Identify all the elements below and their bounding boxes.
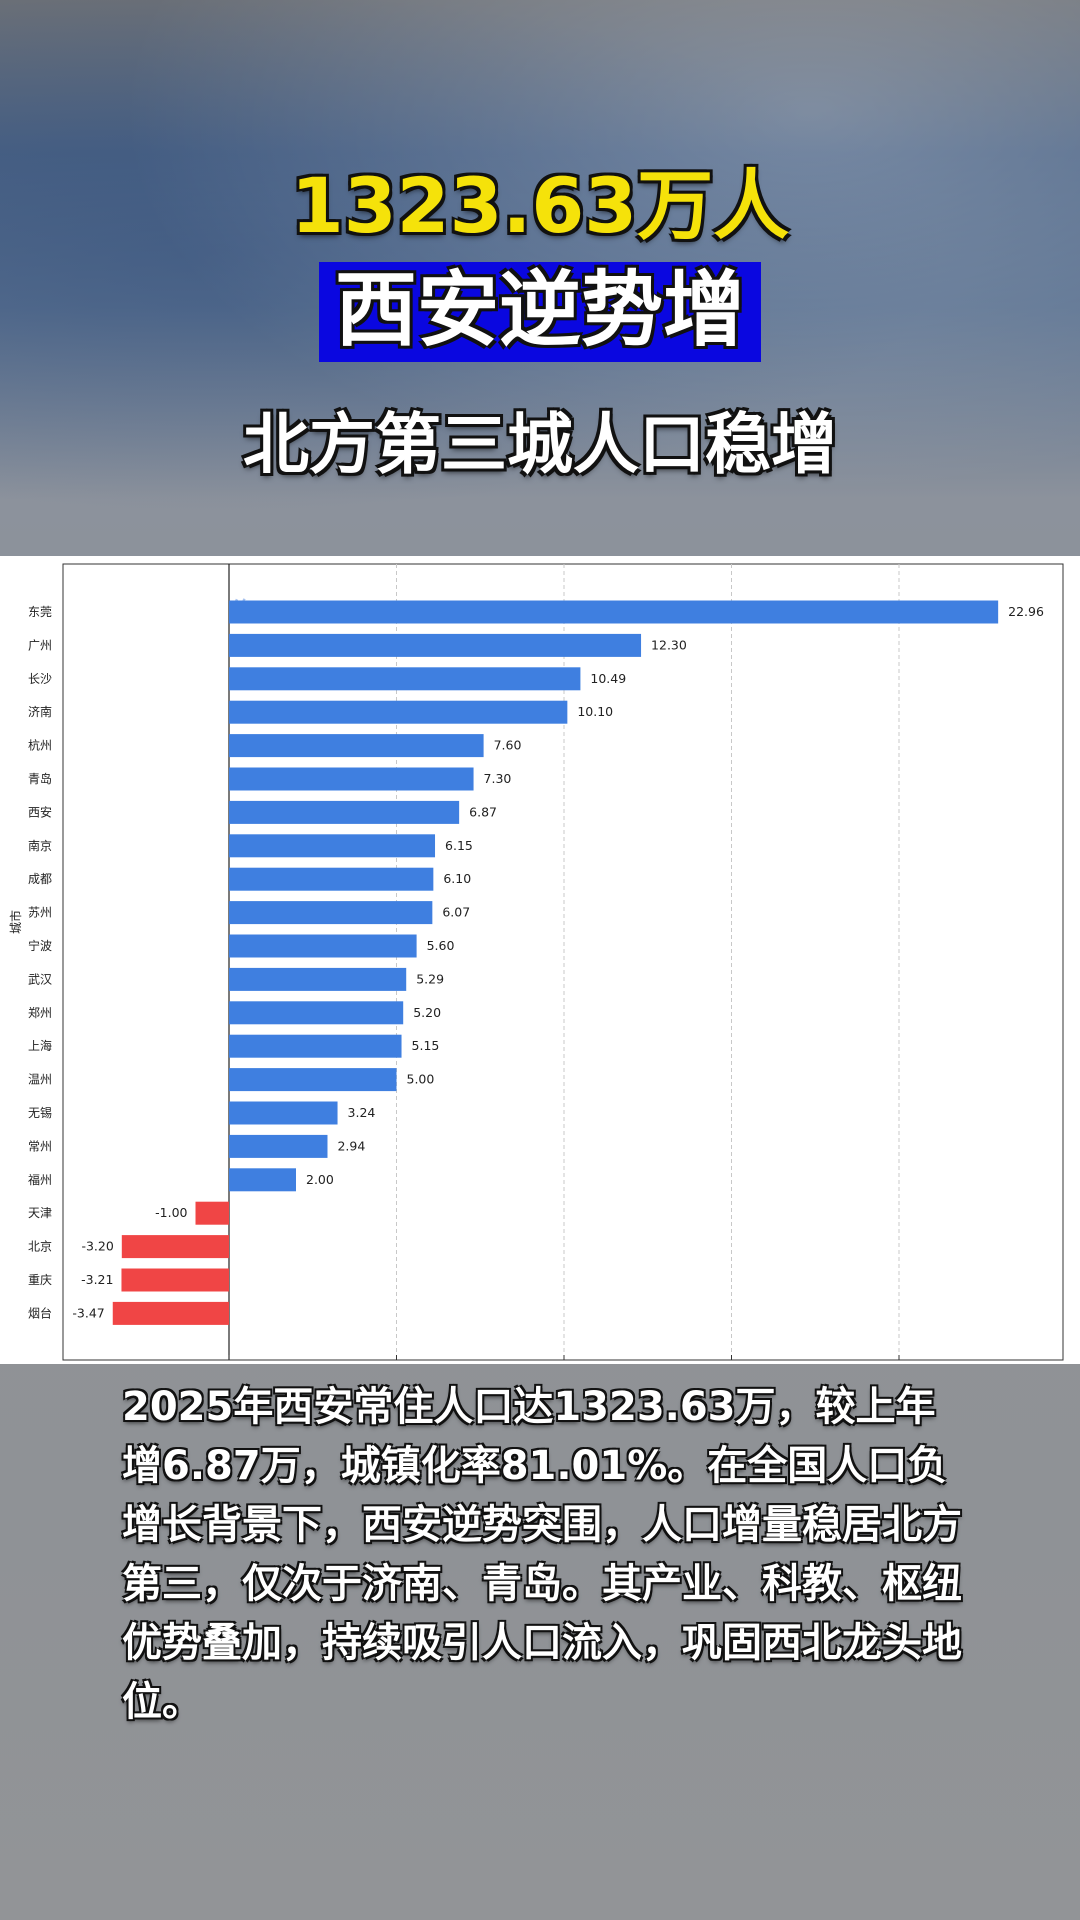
value-label: 7.60 (494, 738, 522, 753)
value-label: 10.10 (577, 704, 613, 719)
value-label: 22.96 (1008, 604, 1044, 619)
category-label: 南京 (28, 838, 52, 853)
bar-9 (229, 867, 434, 891)
category-label: 北京 (28, 1240, 52, 1254)
headline-banner-wrap: 西安逆势增 (0, 262, 1080, 362)
value-label: 5.15 (412, 1038, 440, 1053)
bar-17 (229, 1134, 328, 1158)
bar-22 (112, 1301, 229, 1325)
category-label: 常州 (28, 1139, 52, 1153)
category-label: 长沙 (28, 672, 52, 686)
category-label: 东莞 (28, 605, 52, 619)
bar-6 (229, 767, 474, 791)
category-label: 苏州 (28, 906, 52, 920)
value-label: -3.47 (72, 1305, 104, 1320)
bar-13 (229, 1001, 404, 1025)
bar-2 (229, 633, 642, 657)
bar-3 (229, 667, 581, 691)
category-label: 成都 (28, 872, 52, 886)
bar-18 (229, 1168, 296, 1192)
bar-16 (229, 1101, 338, 1125)
bar-19 (195, 1201, 229, 1225)
value-label: 5.29 (416, 971, 444, 986)
value-label: 6.10 (443, 871, 471, 886)
bar-chart: 络东莞22.96广州12.30长沙10.49济南10.10杭州7.60青岛7.3… (8, 563, 1064, 1361)
value-label: -3.21 (81, 1272, 113, 1287)
value-label: 2.00 (306, 1172, 334, 1187)
value-label: 7.30 (484, 771, 512, 786)
value-label: 5.60 (427, 938, 455, 953)
value-label: -1.00 (155, 1205, 187, 1220)
bar-20 (121, 1235, 229, 1259)
bar-4 (229, 700, 568, 724)
value-label: 6.87 (469, 804, 497, 819)
headline-subtitle: 北方第三城人口稳增 (243, 406, 837, 483)
headline-population: 1323.63万人 (290, 161, 790, 250)
value-label: -3.20 (81, 1239, 113, 1254)
value-label: 12.30 (651, 637, 687, 652)
value-label: 5.00 (407, 1072, 435, 1087)
caption-text: 2025年西安常住人口达1323.63万，较上年增6.87万，城镇化率81.01… (122, 1384, 962, 1725)
category-label: 青岛 (28, 771, 52, 786)
category-label: 武汉 (28, 972, 52, 986)
bar-8 (229, 834, 436, 858)
value-label: 5.20 (413, 1005, 441, 1020)
category-label: 重庆 (28, 1273, 52, 1287)
category-label: 西安 (28, 804, 52, 819)
plot-frame (62, 563, 1064, 1361)
category-label: 广州 (28, 638, 52, 652)
value-label: 6.15 (445, 838, 473, 853)
value-label: 6.07 (442, 905, 470, 920)
category-label: 福州 (28, 1172, 52, 1187)
bar-7 (229, 800, 460, 824)
category-label: 宁波 (28, 938, 52, 953)
category-label: 温州 (28, 1073, 52, 1087)
category-label: 无锡 (28, 1105, 52, 1120)
bar-11 (229, 934, 417, 958)
bar-21 (121, 1268, 229, 1292)
bar-5 (229, 734, 484, 758)
value-label: 2.94 (337, 1138, 365, 1153)
value-label: 10.49 (590, 671, 626, 686)
bar-15 (229, 1068, 397, 1092)
y-axis-label: 城市 (8, 910, 23, 934)
category-label: 烟台 (28, 1305, 52, 1320)
bar-14 (229, 1034, 402, 1058)
value-label: 3.24 (348, 1105, 376, 1120)
chart-panel: 络东莞22.96广州12.30长沙10.49济南10.10杭州7.60青岛7.3… (0, 556, 1080, 1364)
bar-10 (229, 901, 433, 925)
headline-banner: 西安逆势增 (318, 262, 761, 362)
bar-12 (229, 967, 407, 991)
bar-1 (229, 600, 999, 624)
category-label: 郑州 (28, 1005, 52, 1020)
category-label: 济南 (28, 704, 52, 719)
category-label: 杭州 (28, 738, 52, 753)
category-label: 上海 (28, 1038, 52, 1053)
category-label: 天津 (28, 1206, 52, 1220)
